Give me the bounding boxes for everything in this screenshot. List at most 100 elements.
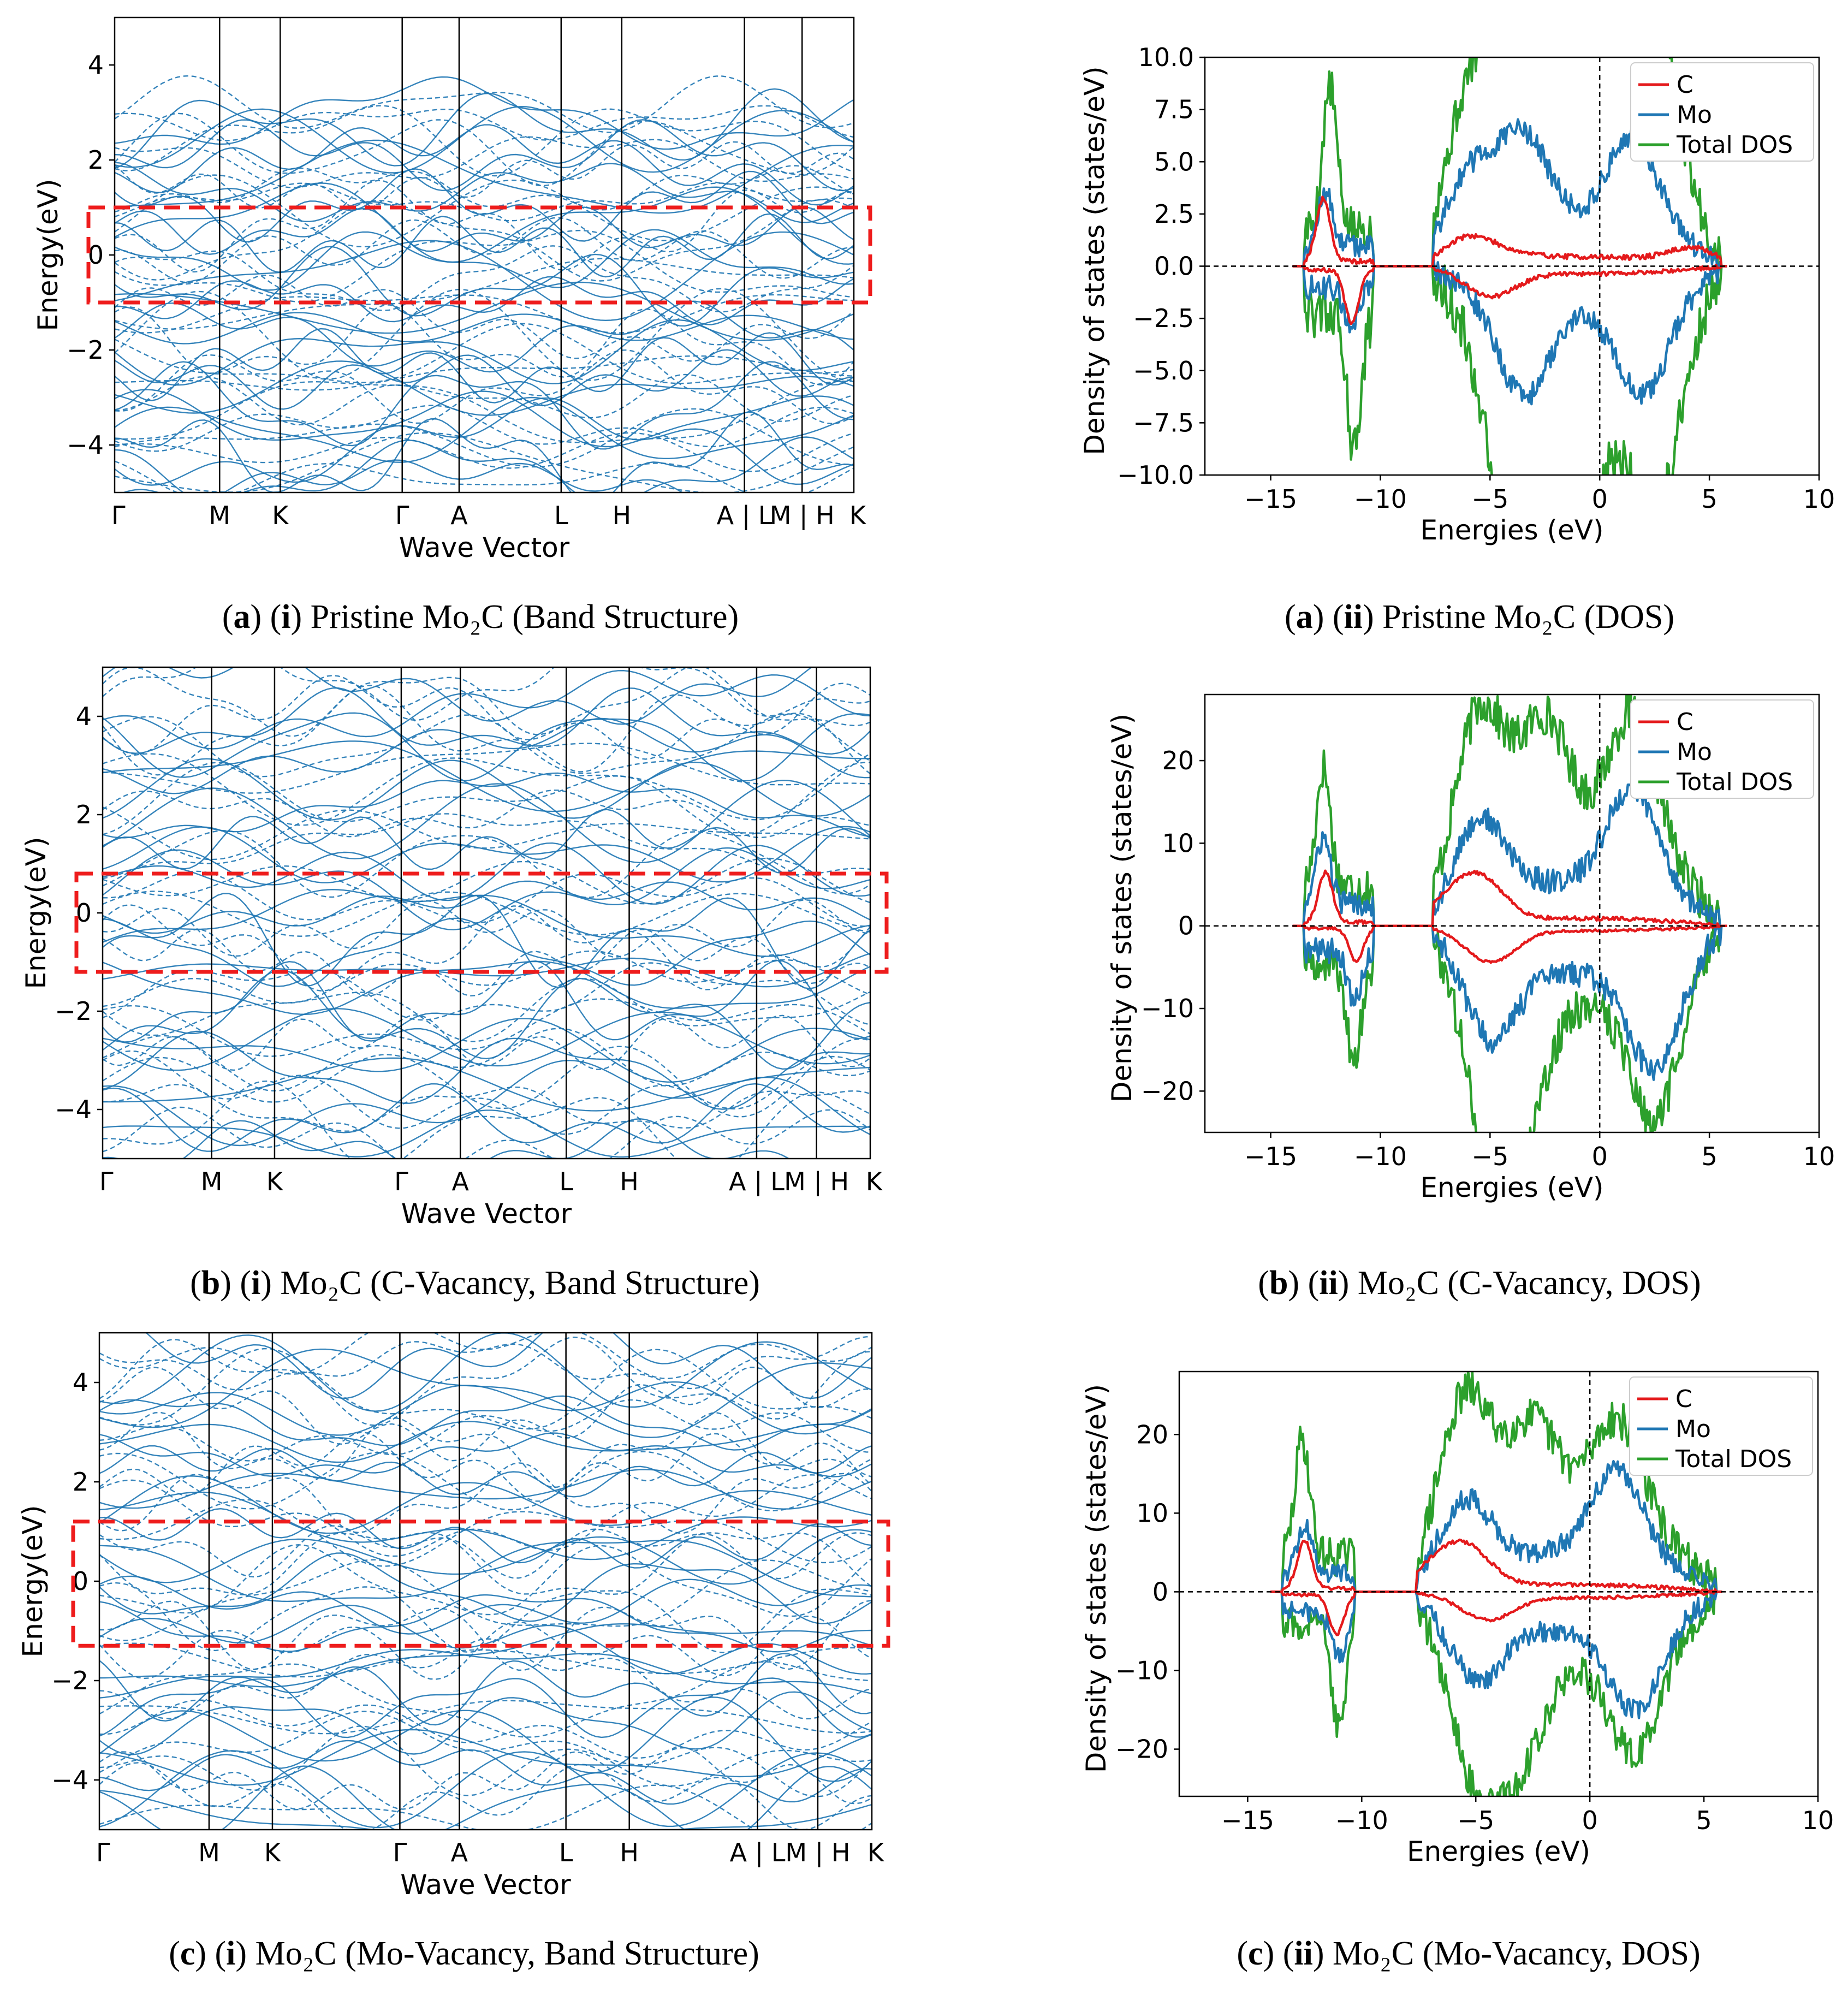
band-line-spin-up [103,917,870,987]
k-point-label: Γ [393,1838,407,1867]
band-line-spin-down [103,674,870,760]
band-line-spin-up [99,1677,872,1738]
band-line-spin-down [115,75,854,133]
band-line-spin-up [99,1729,872,1786]
x-tick-label: −5 [1471,1142,1508,1171]
band-line-spin-up [103,959,870,1043]
band-line-spin-down [103,899,870,958]
y-tick-label: −4 [55,1095,92,1124]
y-tick-label: −2 [51,1666,88,1695]
k-point-label: M [209,501,230,530]
k-point-label: A [450,501,468,530]
y-tick-label: −20 [1115,1735,1168,1764]
band-line-spin-up [115,319,854,386]
band-line-spin-down [103,904,870,992]
band-line-spin-up [99,1475,872,1534]
band-line-spin-down [115,408,854,468]
y-tick-label: 0 [1178,911,1194,941]
band-line-spin-up [103,842,870,905]
y-tick-label: 2.5 [1154,199,1194,229]
band-line-spin-up [115,300,854,373]
band-line-spin-down [99,1559,872,1641]
band-line-spin-up [103,880,870,934]
dos-line-mo-down [1292,924,1727,1081]
x-tick-label: 5 [1701,484,1717,514]
x-tick-label: 10 [1803,484,1835,514]
legend-box [1630,699,1814,799]
band-line-spin-down [99,1411,872,1488]
k-point-label: Γ [395,501,409,530]
band-line-spin-up [99,1575,872,1635]
legend-label: Total DOS [1676,131,1793,159]
caption-band-a-i: (a) (i) Pristine Mo₂C (Band Structure) [222,598,739,636]
band-line-spin-up [103,888,870,957]
x-tick-label: 10 [1803,1142,1835,1171]
legend-label: C [1675,1385,1692,1413]
band-line-spin-up [99,1649,872,1699]
y-tick-label: −2 [55,996,92,1026]
y-axis-title: Density of states (states/eV) [1106,714,1138,1102]
legend-label: Mo [1677,101,1712,129]
band-line-spin-up [99,1790,872,1830]
band-line-spin-down [103,978,870,1042]
dos-line-c-down [1270,1590,1722,1636]
band-line-spin-up [115,411,854,492]
legend-box [1630,62,1814,162]
dos-line-c-down [1292,264,1727,325]
y-axis-title: Energy(eV) [32,179,64,331]
band-line-spin-down [115,217,854,283]
band-line-spin-down [103,857,870,905]
band-line-spin-up [115,76,854,150]
dos-panel-b-ii: −15 −10 −5 0 5 10 −20 −10 0 10 20 Energies (eV) Dens… [1106,693,1835,1203]
k-point-label: M [201,1167,223,1196]
x-tick-label: 0 [1592,484,1608,514]
y-tick-label: 4 [73,1368,88,1397]
band-line-spin-down [99,1333,872,1380]
k-point-label: M | H [770,501,835,531]
band-line-spin-down [99,1451,872,1512]
band-line-spin-up [99,1348,872,1438]
band-line-spin-down [103,1028,870,1092]
x-tick-label: 0 [1582,1806,1598,1835]
legend-box [1629,1376,1813,1476]
band-line-spin-down [115,349,854,425]
k-point-label: A | L [717,501,773,531]
band-line-spin-down [99,1747,872,1810]
band-line-spin-up [99,1381,872,1436]
dos-line-mo-down [1270,1591,1722,1719]
band-line-spin-up [115,281,854,341]
caption-dos-c-ii: (c) (ii) Mo₂C (Mo-Vacancy, DOS) [1237,1935,1700,1972]
k-point-label: Γ [96,1838,110,1867]
band-line-spin-up [103,826,870,883]
band-line-spin-down [103,1050,870,1135]
dos-plot-frame [1178,1370,1819,1797]
band-line-spin-down [115,373,854,426]
band-line-spin-down [115,355,854,391]
band-line-spin-up [99,1529,872,1585]
band-line-spin-down [115,229,854,303]
band-line-spin-up [99,1432,872,1477]
fermi-window-highlight [74,871,889,974]
band-line-spin-down [99,1784,872,1830]
y-tick-label: −7.5 [1133,408,1194,437]
band-line-spin-up [103,960,870,1016]
y-tick-label: 2 [76,800,92,829]
band-line-spin-up [115,229,854,291]
band-lines [99,1333,872,1830]
band-line-spin-down [103,1106,870,1159]
band-line-spin-down [103,667,870,737]
band-lines [115,75,854,492]
band-line-spin-down [115,432,854,472]
x-tick-label: 10 [1802,1806,1834,1835]
band-line-spin-up [115,124,854,206]
band-line-spin-up [115,436,854,492]
band-line-spin-up [103,1057,870,1112]
x-axis-title: Wave Vector [401,1198,572,1230]
band-line-spin-up [115,231,854,322]
k-point-label: K [266,1167,284,1196]
x-axis-title: Energies (eV) [1420,514,1603,546]
y-tick-label: 10.0 [1138,43,1194,72]
y-tick-label: 0 [73,1566,88,1596]
